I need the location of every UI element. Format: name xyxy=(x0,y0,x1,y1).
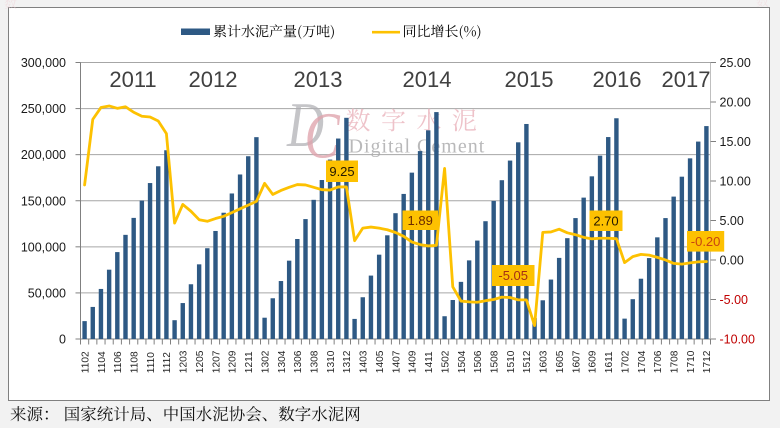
svg-text:0: 0 xyxy=(59,333,66,347)
svg-text:1710: 1710 xyxy=(686,350,697,373)
svg-text:250,000: 250,000 xyxy=(21,102,66,116)
svg-text:1112: 1112 xyxy=(162,352,173,373)
svg-text:1203: 1203 xyxy=(179,350,190,373)
svg-text:D: D xyxy=(286,89,324,161)
svg-text:1512: 1512 xyxy=(522,350,533,373)
svg-text:1708: 1708 xyxy=(669,350,680,373)
svg-text:50,000: 50,000 xyxy=(28,286,66,300)
svg-text:1308: 1308 xyxy=(309,350,320,373)
svg-text:1712: 1712 xyxy=(702,350,713,373)
svg-text:1104: 1104 xyxy=(97,351,108,373)
svg-text:1504: 1504 xyxy=(457,350,468,373)
svg-text:C: C xyxy=(305,99,341,172)
svg-text:2016: 2016 xyxy=(593,67,642,92)
svg-text:1108: 1108 xyxy=(129,351,140,373)
svg-text:25.00: 25.00 xyxy=(720,56,751,70)
svg-text:1106: 1106 xyxy=(113,351,124,373)
svg-text:-0.20: -0.20 xyxy=(691,234,721,249)
svg-text:2012: 2012 xyxy=(189,67,238,92)
svg-text:150,000: 150,000 xyxy=(21,194,66,208)
svg-text:1302: 1302 xyxy=(260,350,271,373)
svg-text:1207: 1207 xyxy=(211,350,222,373)
svg-text:20.00: 20.00 xyxy=(720,96,751,110)
svg-text:1702: 1702 xyxy=(620,350,631,373)
svg-text:1.89: 1.89 xyxy=(408,213,433,228)
svg-text:1409: 1409 xyxy=(408,350,419,373)
svg-text:1306: 1306 xyxy=(293,350,304,373)
svg-text:5.00: 5.00 xyxy=(720,214,744,228)
svg-text:1603: 1603 xyxy=(539,350,550,373)
svg-text:2.70: 2.70 xyxy=(593,213,618,228)
svg-text:15.00: 15.00 xyxy=(720,135,751,149)
svg-text:1506: 1506 xyxy=(473,350,484,373)
svg-text:-10.00: -10.00 xyxy=(720,333,755,347)
svg-text:1611: 1611 xyxy=(604,351,615,373)
svg-text:10.00: 10.00 xyxy=(720,175,751,189)
svg-text:200,000: 200,000 xyxy=(21,148,66,162)
svg-text:1304: 1304 xyxy=(277,350,288,373)
svg-text:1609: 1609 xyxy=(588,350,599,373)
svg-text:1407: 1407 xyxy=(391,350,402,373)
svg-text:1209: 1209 xyxy=(228,350,239,373)
svg-text:1502: 1502 xyxy=(440,350,451,373)
svg-text:1510: 1510 xyxy=(506,350,517,373)
svg-text:1508: 1508 xyxy=(489,350,500,373)
svg-text:2011: 2011 xyxy=(109,67,156,92)
svg-text:Digital Cement: Digital Cement xyxy=(349,136,486,158)
svg-text:1405: 1405 xyxy=(375,350,386,373)
svg-text:0.00: 0.00 xyxy=(720,254,744,268)
svg-text:-5.05: -5.05 xyxy=(498,268,528,283)
svg-text:2014: 2014 xyxy=(403,67,452,92)
svg-text:1310: 1310 xyxy=(326,350,337,373)
svg-text:2015: 2015 xyxy=(505,67,554,92)
svg-text:1704: 1704 xyxy=(637,350,648,373)
svg-text:-5.00: -5.00 xyxy=(720,293,749,307)
svg-text:1205: 1205 xyxy=(195,350,206,373)
svg-text:100,000: 100,000 xyxy=(21,240,66,254)
svg-text:1605: 1605 xyxy=(555,350,566,373)
svg-text:1706: 1706 xyxy=(653,350,664,373)
svg-text:300,000: 300,000 xyxy=(21,56,66,70)
svg-text:9.25: 9.25 xyxy=(329,164,354,179)
svg-text:2013: 2013 xyxy=(294,67,343,92)
svg-text:1312: 1312 xyxy=(342,350,353,373)
svg-text:1211: 1211 xyxy=(244,351,255,373)
svg-text:1607: 1607 xyxy=(571,350,582,373)
svg-text:1403: 1403 xyxy=(359,350,370,373)
svg-text:2017: 2017 xyxy=(662,67,711,92)
svg-text:1411: 1411 xyxy=(424,351,435,373)
svg-text:1110: 1110 xyxy=(146,352,157,373)
svg-text:1102: 1102 xyxy=(80,351,91,373)
